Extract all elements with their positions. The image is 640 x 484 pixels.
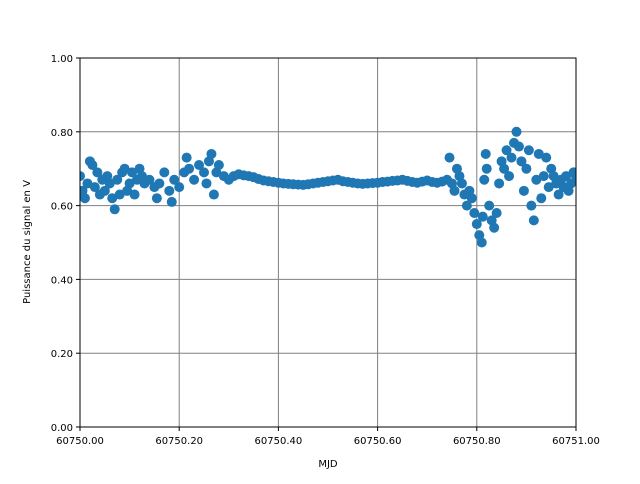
point bbox=[109, 204, 120, 215]
point bbox=[208, 189, 219, 200]
point bbox=[129, 189, 140, 200]
point bbox=[513, 141, 524, 152]
point bbox=[521, 163, 532, 174]
point bbox=[169, 174, 180, 185]
point bbox=[144, 174, 155, 185]
point bbox=[124, 178, 135, 189]
point bbox=[533, 148, 544, 159]
point bbox=[166, 196, 177, 207]
point bbox=[506, 152, 517, 163]
point bbox=[511, 126, 522, 137]
y-tick-label: 0.20 bbox=[51, 349, 73, 360]
y-axis-label: Puissance du signal en V bbox=[22, 180, 33, 304]
point bbox=[104, 178, 115, 189]
point bbox=[543, 182, 554, 193]
point bbox=[456, 178, 467, 189]
point bbox=[528, 215, 539, 226]
point bbox=[491, 207, 502, 218]
point bbox=[151, 193, 162, 204]
point bbox=[119, 163, 130, 174]
points bbox=[80, 126, 576, 248]
point bbox=[87, 160, 98, 171]
point bbox=[82, 178, 93, 189]
point bbox=[159, 167, 170, 178]
point bbox=[154, 178, 165, 189]
point bbox=[479, 174, 490, 185]
point bbox=[164, 185, 175, 196]
point bbox=[89, 182, 100, 193]
x-tick-label: 60750.60 bbox=[354, 436, 402, 447]
point bbox=[561, 171, 572, 182]
point bbox=[501, 145, 512, 156]
point bbox=[99, 185, 110, 196]
point bbox=[566, 178, 576, 189]
point bbox=[174, 182, 185, 193]
y-tick-label: 1.00 bbox=[51, 54, 73, 65]
point bbox=[526, 200, 537, 211]
point bbox=[181, 152, 192, 163]
point bbox=[516, 156, 527, 167]
point bbox=[518, 185, 529, 196]
point bbox=[184, 163, 195, 174]
point bbox=[494, 178, 505, 189]
point bbox=[206, 148, 217, 159]
point bbox=[469, 207, 480, 218]
point bbox=[80, 171, 85, 182]
point bbox=[92, 167, 103, 178]
point bbox=[476, 237, 487, 248]
point bbox=[481, 163, 492, 174]
point bbox=[107, 193, 118, 204]
point bbox=[541, 152, 552, 163]
x-tick-label: 60750.80 bbox=[453, 436, 501, 447]
point bbox=[471, 219, 482, 230]
plot-frame bbox=[79, 57, 577, 428]
x-tick-label: 60751.00 bbox=[552, 436, 600, 447]
point bbox=[461, 200, 472, 211]
point bbox=[466, 193, 477, 204]
point bbox=[444, 152, 455, 163]
point bbox=[553, 189, 564, 200]
point bbox=[201, 178, 212, 189]
x-tick-label: 60750.00 bbox=[56, 436, 104, 447]
point bbox=[213, 160, 224, 171]
point bbox=[571, 171, 576, 182]
point bbox=[199, 167, 209, 178]
point bbox=[449, 185, 460, 196]
point bbox=[523, 145, 534, 156]
point bbox=[114, 189, 125, 200]
x-tick-label: 60750.20 bbox=[155, 436, 203, 447]
point bbox=[538, 171, 549, 182]
point bbox=[477, 211, 488, 222]
point bbox=[499, 163, 510, 174]
point bbox=[80, 193, 90, 204]
x-axis-label: MJD bbox=[318, 459, 338, 470]
point bbox=[189, 174, 200, 185]
point bbox=[489, 222, 500, 233]
point bbox=[112, 174, 123, 185]
point bbox=[480, 148, 491, 159]
point bbox=[504, 171, 515, 182]
y-tick-label: 0.80 bbox=[51, 128, 73, 139]
y-tick-label: 0.40 bbox=[51, 275, 73, 286]
point bbox=[127, 167, 138, 178]
point bbox=[484, 200, 495, 211]
y-tick-label: 0.00 bbox=[51, 423, 73, 434]
point bbox=[536, 193, 547, 204]
x-tick-label: 60750.40 bbox=[255, 436, 303, 447]
point bbox=[531, 174, 542, 185]
y-tick-label: 0.60 bbox=[51, 202, 73, 213]
point bbox=[194, 160, 205, 171]
